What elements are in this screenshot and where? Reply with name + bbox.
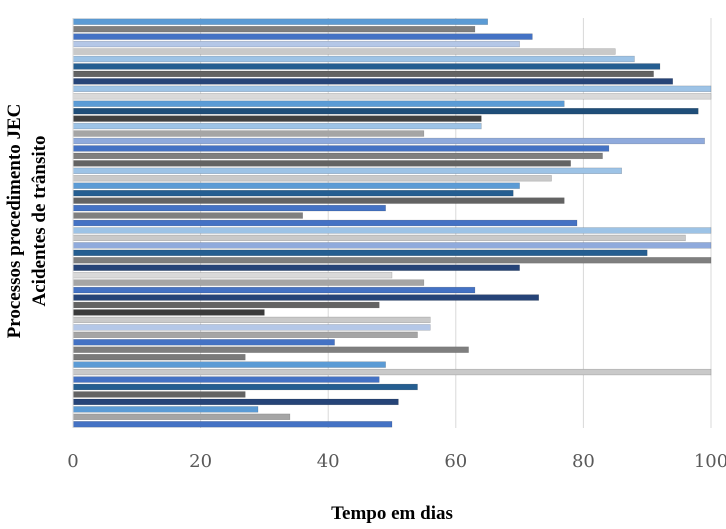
bar: [72, 26, 476, 33]
bar: [72, 167, 622, 174]
bar: [72, 294, 539, 301]
bar: [72, 63, 661, 70]
bar: [72, 227, 712, 234]
bar: [72, 78, 673, 85]
bar: [72, 331, 418, 338]
bar: [72, 361, 386, 368]
y-axis-title: Processos procedimento JEC Acidentes de …: [4, 104, 50, 339]
bar: [72, 324, 431, 331]
bar: [72, 33, 533, 40]
bar: [72, 242, 712, 249]
x-tick-label: 40: [317, 451, 340, 472]
bar: [72, 70, 654, 78]
bar: [72, 339, 335, 346]
x-tick-label: 80: [572, 451, 595, 472]
bar: [72, 234, 686, 242]
bar: [72, 368, 712, 376]
bar: [72, 219, 578, 227]
bar: [72, 40, 520, 48]
bar: [72, 376, 380, 383]
bar: [72, 413, 291, 420]
bar: [72, 18, 488, 25]
bar: [72, 108, 699, 115]
bar: [72, 279, 425, 286]
bar: [72, 115, 482, 122]
bar: [72, 197, 565, 204]
bar: [72, 316, 431, 324]
x-tick-labels: 0 20 40 60 80 100: [67, 451, 726, 472]
bar: [72, 122, 482, 130]
bar: [72, 152, 603, 160]
bars: [72, 18, 712, 428]
bar: [72, 272, 393, 279]
bar: [72, 182, 520, 189]
bar: [72, 175, 552, 182]
x-axis-title: Tempo em dias: [331, 503, 453, 524]
bar: [72, 93, 712, 100]
x-tick-label: 60: [444, 451, 467, 472]
bar: [72, 286, 476, 294]
bar: [72, 190, 514, 197]
bar: [72, 100, 565, 107]
bar: [72, 257, 712, 264]
x-tick-label: 20: [189, 451, 212, 472]
bar: [72, 398, 399, 406]
bar: [72, 160, 571, 167]
bar: [72, 137, 705, 145]
bar: [72, 48, 616, 55]
bar: [72, 130, 425, 137]
bar: [72, 421, 393, 428]
bar: [72, 249, 648, 256]
bar: [72, 264, 520, 271]
bar: [72, 212, 303, 219]
bar: [72, 55, 635, 63]
bar: [72, 391, 246, 398]
x-tick-label: 0: [67, 451, 78, 472]
bar: [72, 301, 380, 309]
y-axis-title-line-1: Processos procedimento JEC: [4, 104, 25, 339]
y-axis-title-line-2: Acidentes de trânsito: [29, 136, 50, 307]
bar: [72, 204, 386, 212]
bar: [72, 85, 712, 92]
x-tick-label: 100: [694, 451, 726, 472]
bar: [72, 354, 246, 361]
bar: [72, 383, 418, 391]
bar: [72, 145, 610, 152]
bar: [72, 406, 259, 413]
bar: [72, 309, 265, 316]
bar: [72, 346, 469, 353]
